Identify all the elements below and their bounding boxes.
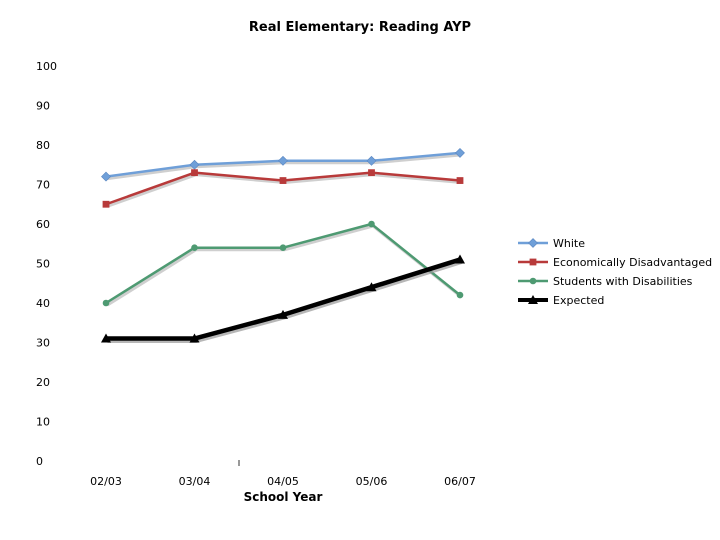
data-point xyxy=(456,177,464,184)
y-tick-label: 40 xyxy=(36,297,50,310)
legend: White Economically Disadvantaged Students … xyxy=(518,237,712,307)
data-point xyxy=(102,200,110,208)
legend-marker xyxy=(528,238,538,248)
y-tick-label: 80 xyxy=(36,139,50,152)
y-tick-label: 0 xyxy=(36,455,43,468)
x-tick-label: 06/07 xyxy=(444,475,476,488)
data-point xyxy=(101,171,111,182)
series-line xyxy=(105,222,461,305)
x-tick-label: 03/04 xyxy=(179,475,211,488)
x-axis-label: School Year xyxy=(244,490,323,504)
y-tick-label: 10 xyxy=(36,416,50,429)
legend-marker xyxy=(528,295,538,304)
series-expected xyxy=(101,254,465,344)
data-point xyxy=(456,291,464,299)
x-tick-label: 05/06 xyxy=(356,475,388,488)
data-point xyxy=(191,244,198,251)
data-point xyxy=(368,220,375,228)
data-point xyxy=(189,333,200,343)
legend-label: Expected xyxy=(553,294,604,307)
y-tick-label: 100 xyxy=(36,60,57,73)
legend-label: White xyxy=(553,237,585,250)
data-point xyxy=(101,333,111,343)
x-axis-ticks: 02/03 03/04 04/05 05/06 06/07 xyxy=(90,475,476,488)
y-axis-ticks: 0 10 20 30 40 50 60 70 80 90 100 xyxy=(36,60,57,468)
data-point xyxy=(279,177,287,184)
series-students-with-disabilities xyxy=(102,220,464,307)
legend-label: Economically Disadvantaged xyxy=(553,256,712,269)
series-layer xyxy=(101,147,465,344)
x-tick-label: 02/03 xyxy=(90,475,122,488)
y-tick-label: 30 xyxy=(36,337,50,350)
y-tick-label: 20 xyxy=(36,376,50,389)
y-tick-label: 90 xyxy=(36,100,50,113)
x-tick-label: 04/05 xyxy=(267,475,299,488)
chart-title: Real Elementary: Reading AYP xyxy=(249,20,471,35)
y-tick-label: 60 xyxy=(36,218,50,231)
series-economically-disadvantaged xyxy=(102,169,464,208)
y-tick-label: 70 xyxy=(36,179,50,192)
series-shadow xyxy=(106,224,463,307)
y-tick-label: 50 xyxy=(36,258,50,271)
legend-label: Students with Disabilities xyxy=(553,275,693,288)
data-point xyxy=(455,254,465,264)
data-point xyxy=(279,244,287,251)
data-point xyxy=(191,169,198,177)
data-point xyxy=(455,147,465,158)
data-point xyxy=(366,282,377,292)
data-point xyxy=(366,155,377,166)
legend-marker xyxy=(529,277,537,285)
legend-marker xyxy=(529,258,537,266)
series-white xyxy=(101,147,465,182)
data-point xyxy=(102,299,110,307)
data-point xyxy=(368,169,375,177)
data-point xyxy=(278,155,288,166)
data-point xyxy=(278,309,288,319)
